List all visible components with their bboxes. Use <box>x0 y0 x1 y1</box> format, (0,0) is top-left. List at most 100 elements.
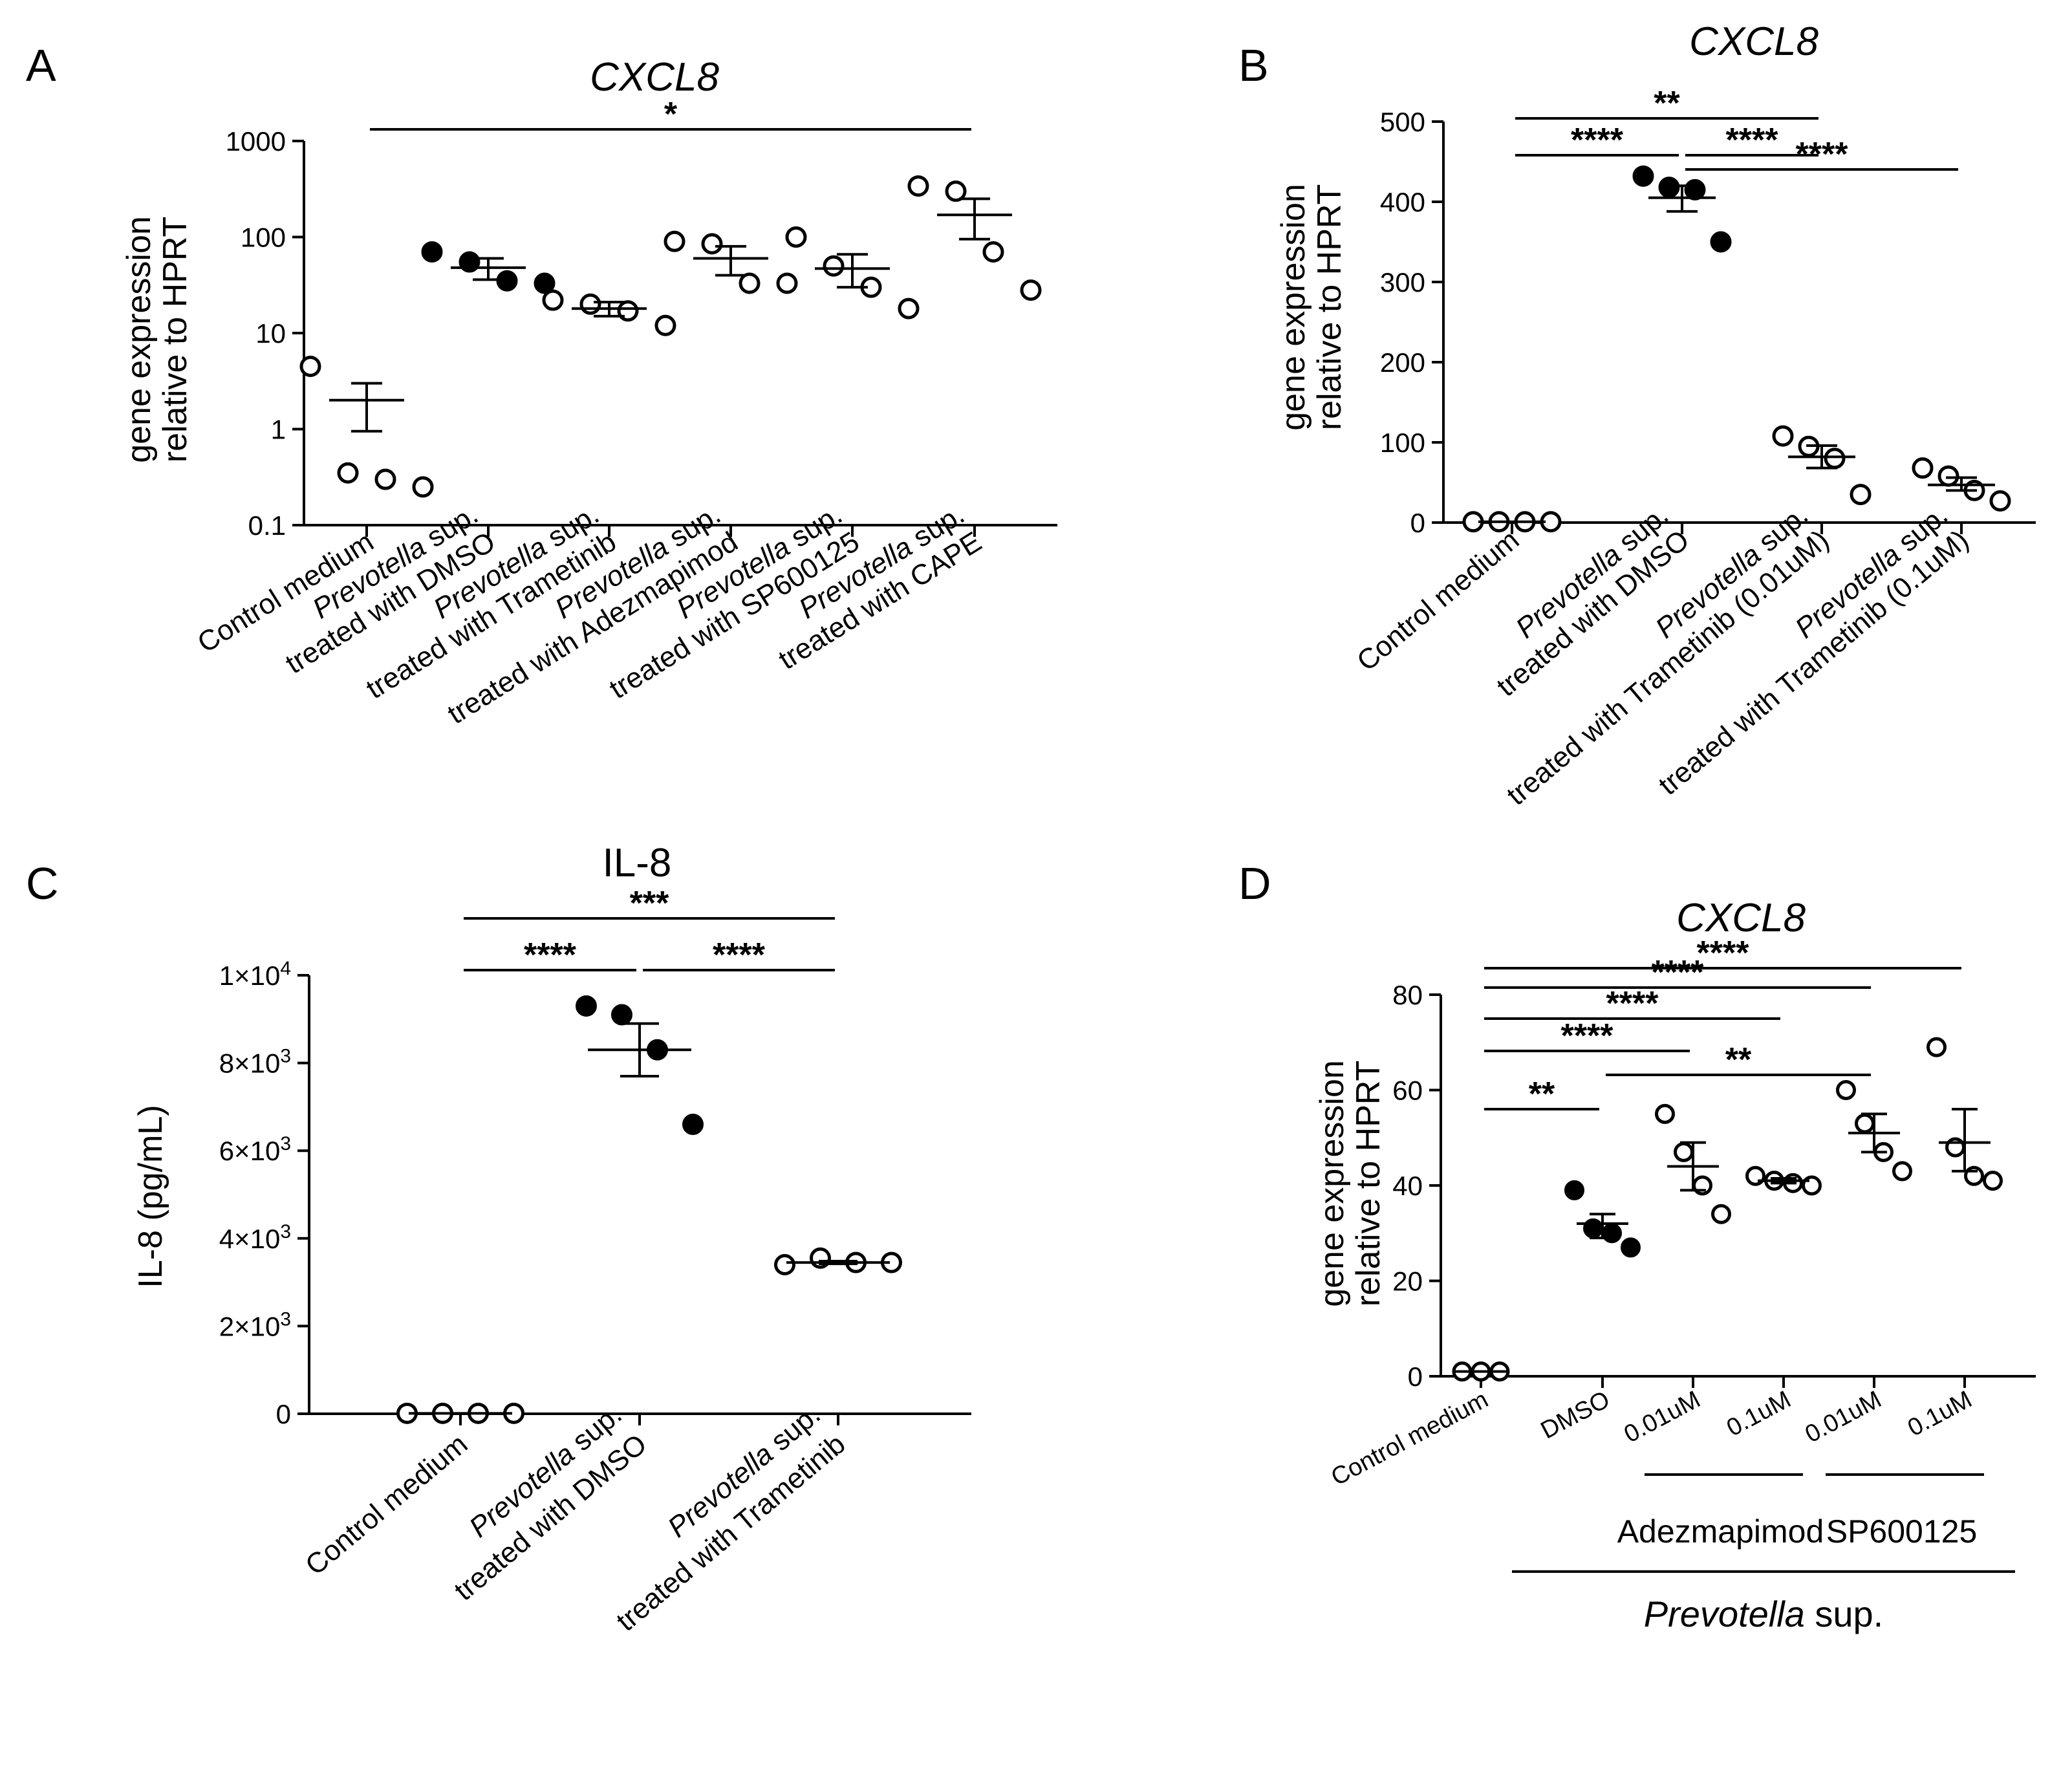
data-point <box>1912 457 1934 479</box>
data-point <box>1632 165 1654 187</box>
y-tick-label: 200 <box>1380 347 1425 378</box>
data-point <box>1711 1204 1731 1224</box>
y-tick-label: 1000 <box>226 126 286 157</box>
data-point <box>1564 1180 1584 1200</box>
significance-label: * <box>664 96 678 133</box>
data-point <box>1674 1141 1694 1162</box>
data-point <box>542 289 564 311</box>
data-point <box>611 1004 632 1026</box>
data-point <box>982 241 1004 263</box>
data-point <box>682 1114 704 1136</box>
data-point <box>774 1253 795 1275</box>
significance-label: **** <box>1726 122 1779 159</box>
data-point <box>1621 1237 1641 1258</box>
data-point <box>1926 1037 1947 1057</box>
y-tick-label: 4×103 <box>219 1221 291 1254</box>
data-point <box>1850 484 1872 506</box>
data-point <box>739 272 761 294</box>
y-axis-label: gene expressionrelative to HPRT <box>1313 1060 1387 1307</box>
panel-d: D CXCL8 gene expressionrelative to HPRT 0 20… <box>1238 858 2036 1634</box>
data-point <box>701 233 723 255</box>
significance-label: ** <box>1529 1076 1555 1113</box>
y-tick-label: 6×103 <box>219 1133 291 1166</box>
significance-label: ** <box>1654 85 1680 122</box>
data-point <box>785 226 807 248</box>
y-tick-label: 20 <box>1392 1266 1423 1297</box>
y-tick-label: 10 <box>255 318 286 349</box>
data-point <box>1855 1113 1875 1134</box>
data-point <box>1684 178 1706 200</box>
y-tick-label: 2×103 <box>219 1308 291 1341</box>
data-point <box>337 462 359 484</box>
significance-label: **** <box>1652 954 1705 991</box>
y-tick-label: 1 <box>271 415 286 445</box>
panel-b: B CXCL8 gene expressionrelative to HPRT 0 10… <box>1238 19 2036 812</box>
y-tick-label: 300 <box>1380 267 1425 298</box>
data-point <box>1658 177 1680 199</box>
x-tick-label: 0.1uM <box>1722 1386 1795 1442</box>
chart-title: CXCL8 <box>1689 19 1818 64</box>
data-point <box>907 175 929 197</box>
significance-label: **** <box>1796 136 1849 173</box>
x-tick-label: 0.01uM <box>1801 1386 1886 1449</box>
data-point <box>945 180 967 202</box>
y-tick-label: 400 <box>1380 187 1425 217</box>
data-point <box>412 476 434 498</box>
x-tick-label: Prevotella sup.treated with DMSO <box>424 1398 653 1606</box>
y-axis-label: gene expressionrelative to HPRT <box>1275 184 1348 431</box>
y-tick-label: 500 <box>1380 107 1425 137</box>
data-point <box>579 293 601 315</box>
data-point <box>1892 1161 1912 1182</box>
y-tick-label: 0 <box>276 1399 291 1429</box>
x-tick-label: Control medium <box>1327 1386 1493 1491</box>
panel-letter: C <box>26 858 59 909</box>
y-tick-label: 0.1 <box>248 510 286 541</box>
data-point <box>1020 279 1042 301</box>
data-point <box>421 241 443 263</box>
panel-a: A CXCL8 gene expressionrelative to HPRT 0.1… <box>26 40 1057 730</box>
data-point <box>1655 1103 1675 1124</box>
y-tick-label: 1×104 <box>219 958 291 991</box>
y-tick-label: 100 <box>241 222 286 253</box>
x-tick-label: Control medium <box>299 1428 473 1581</box>
group-label: SP600125 <box>1826 1513 1978 1550</box>
data-point <box>576 995 597 1017</box>
y-tick-label: 0 <box>1408 1361 1423 1392</box>
y-tick-label: 8×103 <box>219 1046 291 1079</box>
x-tick-label: 0.1uM <box>1903 1386 1976 1442</box>
panel-c: C IL-8 IL-8 (pg/mL) 0 2×103 4×103 6×103 8×103 1×… <box>26 841 971 1638</box>
data-point <box>654 314 676 336</box>
significance-label: ** <box>1725 1041 1752 1079</box>
significance-label: **** <box>1571 122 1624 159</box>
data-point <box>1824 448 1846 470</box>
data-point <box>898 298 920 319</box>
data-point <box>374 468 396 490</box>
data-point <box>534 272 556 294</box>
data-point <box>299 355 321 377</box>
chart-title: CXCL8 <box>1676 896 1806 940</box>
data-point <box>1836 1080 1856 1100</box>
data-point <box>776 272 798 294</box>
significance-label: **** <box>1561 1017 1614 1055</box>
panel-letter: B <box>1238 40 1269 91</box>
group-label: Adezmapimod <box>1617 1513 1824 1550</box>
chart-title: IL-8 <box>603 841 672 885</box>
y-axis-label: IL-8 (pg/mL) <box>132 1105 169 1288</box>
data-point <box>1710 231 1732 253</box>
significance-label: **** <box>1697 935 1750 972</box>
y-tick-label: 80 <box>1392 980 1423 1010</box>
x-tick-label: 0.01uM <box>1620 1386 1705 1449</box>
y-tick-label: 100 <box>1380 427 1425 458</box>
data-point <box>1937 465 1959 487</box>
supergroup-label: Prevotella sup. <box>1644 1594 1883 1634</box>
data-point <box>664 230 685 252</box>
y-tick-label: 0 <box>1410 508 1425 538</box>
y-tick-label: 40 <box>1392 1171 1423 1201</box>
significance-label: **** <box>1606 985 1659 1022</box>
data-point <box>1983 1171 2003 1191</box>
chart-title: CXCL8 <box>590 55 719 100</box>
significance-label: **** <box>713 936 766 974</box>
data-point <box>1772 425 1794 447</box>
x-tick-label: DMSO <box>1537 1386 1614 1445</box>
